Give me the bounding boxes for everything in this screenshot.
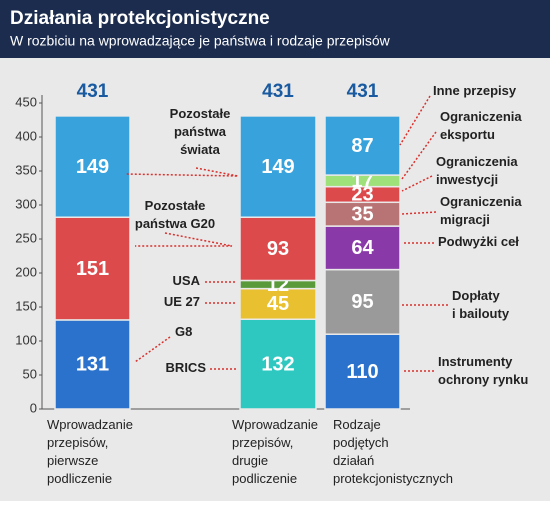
annotation: Podwyżki ceł: [438, 234, 519, 249]
bar-segment: [239, 318, 317, 410]
category-label-line: Wprowadzanie: [232, 417, 318, 432]
value-label: 87: [351, 135, 373, 157]
bar-segment: [239, 115, 317, 218]
y-tick-label: 450: [15, 94, 37, 109]
y-tick-label: 150: [15, 298, 37, 313]
annotation: Ograniczenia eksportu: [440, 109, 522, 142]
annotation: G8: [175, 324, 192, 339]
annotation-line: ochrony rynku: [438, 372, 528, 387]
annotation-line: eksportu: [440, 127, 495, 142]
value-label: 64: [351, 237, 374, 259]
value-label: 35: [351, 203, 373, 225]
annotation-line: BRICS: [166, 360, 207, 375]
category-label-line: przepisów,: [47, 435, 108, 450]
bar-segment: [324, 268, 401, 335]
annotation-line: Ograniczenia: [440, 109, 522, 124]
annotation-line: Podwyżki ceł: [438, 234, 519, 249]
annotation: Inne przepisy: [433, 83, 517, 98]
category-label-line: podliczenie: [47, 471, 112, 486]
total-label: 431: [347, 81, 379, 102]
annotation-line: USA: [173, 273, 201, 288]
leader-line: [401, 211, 437, 215]
header-band: [0, 0, 550, 58]
value-label: 95: [351, 291, 373, 313]
value-label: 132: [261, 353, 294, 375]
category-label-line: protekcjonistycznych: [333, 471, 453, 486]
category-label-line: podjętych: [333, 435, 389, 450]
annotation-line: i bailouty: [452, 306, 510, 321]
annotation: Instrumenty ochrony rynku: [438, 354, 528, 387]
category-label: Rodzaje podjętych działań protekcjonistyczn…: [333, 417, 453, 486]
value-label: 110: [346, 361, 378, 383]
annotation-line: Dopłaty: [452, 288, 500, 303]
value-label: 45: [267, 293, 289, 315]
value-label: 131: [76, 354, 109, 376]
y-tick-label: 200: [15, 264, 37, 279]
leader-line: [134, 336, 171, 363]
category-label-line: działań: [333, 453, 374, 468]
bar-segment: [324, 225, 401, 271]
y-tick-label: 250: [15, 230, 37, 245]
bar-segment: [324, 115, 401, 176]
bar-segment: [54, 115, 131, 218]
annotation-line: świata: [180, 142, 221, 157]
annotation: UE 27: [164, 294, 200, 309]
y-tick-label: 400: [15, 128, 37, 143]
annotation-line: Instrumenty: [438, 354, 513, 369]
y-tick-label: 0: [30, 400, 37, 415]
y-tick-label: 300: [15, 196, 37, 211]
annotation-line: państwa G20: [135, 216, 215, 231]
annotation: Pozostałe państwa świata: [170, 106, 231, 157]
annotation-line: UE 27: [164, 294, 200, 309]
title: Działania protekcjonistyczne: [10, 8, 270, 29]
category-label-line: drugie: [232, 453, 268, 468]
annotation-line: migracji: [440, 212, 490, 227]
value-label: 23: [351, 184, 373, 206]
y-tick-label: 350: [15, 162, 37, 177]
annotation-line: Pozostałe: [145, 198, 206, 213]
category-label-line: Rodzaje: [333, 417, 381, 432]
value-label: 93: [267, 238, 289, 260]
annotation-line: państwa: [174, 124, 227, 139]
annotation-line: Ograniczenia: [440, 194, 522, 209]
annotation: Ograniczenia migracji: [440, 194, 522, 227]
annotation-line: inwestycji: [436, 172, 498, 187]
bar-segment: [239, 216, 317, 282]
annotation: Dopłaty i bailouty: [452, 288, 510, 321]
total-label: 431: [262, 81, 294, 102]
annotation-line: Pozostałe: [170, 106, 231, 121]
subtitle: W rozbiciu na wprowadzające je państwa i…: [10, 33, 391, 49]
annotation: Ograniczenia inwestycji: [436, 154, 518, 187]
total-label: 431: [77, 81, 109, 102]
y-tick-label: 100: [15, 332, 37, 347]
annotation: BRICS: [166, 360, 207, 375]
category-label: Wprowadzanie przepisów, drugie podliczenie: [232, 417, 318, 486]
value-label: 151: [76, 258, 109, 280]
annotation-line: Ograniczenia: [436, 154, 518, 169]
annotation: Pozostałe państwa G20: [135, 198, 215, 231]
value-label: 149: [261, 156, 294, 178]
category-label-line: podliczenie: [232, 471, 297, 486]
leader-line: [399, 95, 431, 146]
annotation-line: G8: [175, 324, 192, 339]
value-label: 149: [76, 156, 109, 178]
annotation: USA: [173, 273, 201, 288]
category-label-line: Wprowadzanie: [47, 417, 133, 432]
annotation-line: Inne przepisy: [433, 83, 517, 98]
y-tick-label: 50: [23, 366, 37, 381]
category-label-line: pierwsze: [47, 453, 98, 468]
category-label: Wprowadzanie przepisów, pierwsze podliczeni…: [47, 417, 133, 486]
leader-line: [401, 131, 437, 180]
leader-line: [135, 232, 233, 247]
leader-line: [401, 175, 433, 192]
bar-segment: [324, 333, 401, 410]
category-label-line: przepisów,: [232, 435, 293, 450]
